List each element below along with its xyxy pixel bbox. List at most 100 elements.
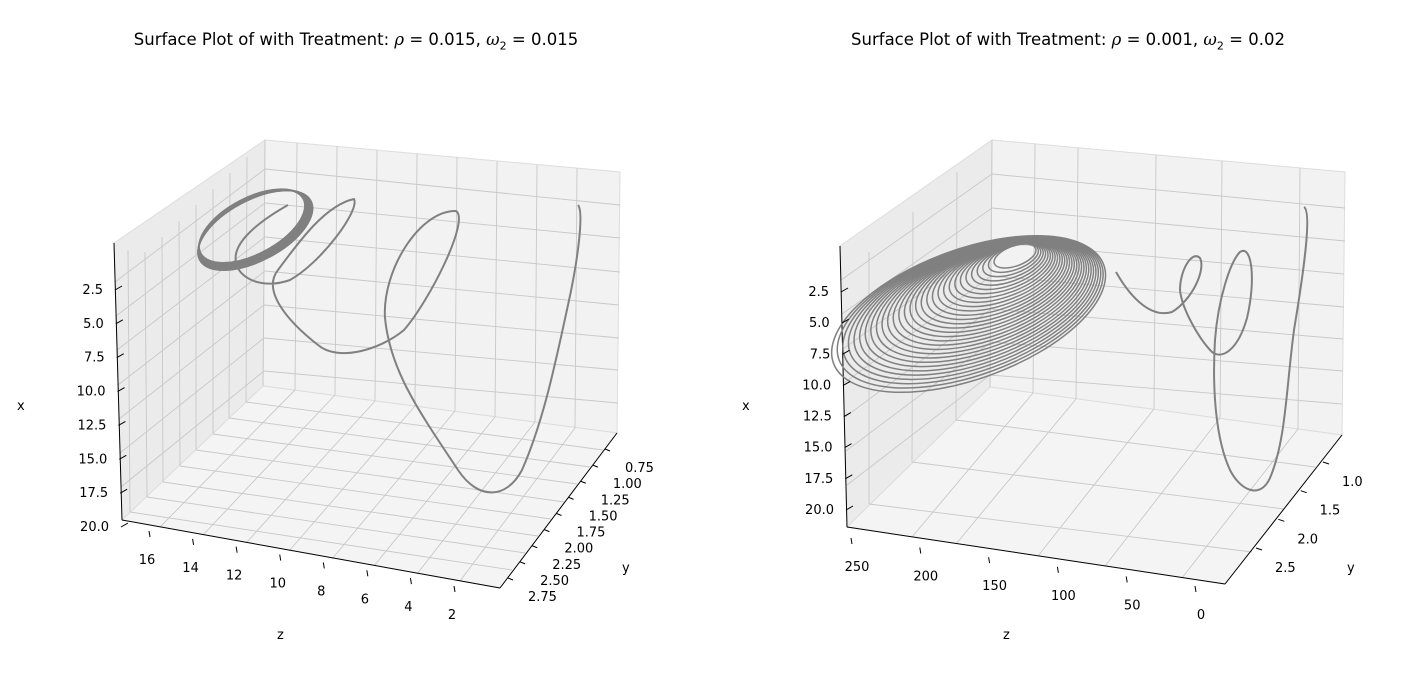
y-tick-mark: [580, 480, 586, 484]
x-tick-label: 2.5: [808, 285, 829, 300]
title-rho-value: = 0.001: [1126, 30, 1193, 49]
z-tick-mark: [235, 546, 238, 553]
x-tick-mark: [119, 488, 128, 494]
trajectory-line: [1115, 206, 1309, 492]
x-tick-mark: [841, 318, 849, 324]
x-tick-mark: [843, 412, 852, 418]
x-tick-mark: [116, 353, 124, 359]
x-tick-mark: [117, 387, 125, 393]
x-tick-labels: 2.5 5.0 7.5 10.0 12.5 15.0 17.5 20.0: [77, 283, 129, 535]
y-axis-label: y: [622, 561, 630, 576]
z-tick-mark: [988, 557, 991, 564]
title-prefix: Surface Plot of with Treatment:: [851, 30, 1112, 49]
x-tick-mark: [119, 454, 127, 460]
x-tick-label: 15.0: [78, 452, 107, 467]
z-tick-mark: [279, 554, 282, 561]
title-omega-value: = 0.015: [511, 30, 579, 49]
z-axis-label: z: [277, 628, 284, 643]
z-tick-label: 2: [448, 608, 456, 623]
x-tick-label: 7.5: [810, 347, 831, 362]
x-tick-mark: [118, 420, 126, 426]
z-tick-label: 14: [182, 561, 199, 576]
z-tick-label: 12: [226, 569, 243, 584]
y-tick-mark: [1278, 518, 1285, 522]
y-tick-mark: [556, 513, 562, 516]
y-tick-label: 1.0: [1342, 475, 1363, 490]
y-tick-label: 0.75: [625, 461, 654, 476]
x-tick-labels: 2.5 5.0 7.5 10.0 12.5 15.0 17.5 20.0: [802, 285, 854, 518]
x-axis-line: [113, 242, 123, 521]
back-pane: [262, 139, 621, 434]
chart-panel-right: Surface Plot of with Treatment: ρ = 0.00…: [712, 0, 1424, 687]
y-tick-mark: [592, 464, 599, 468]
x-tick-label: 5.0: [83, 317, 104, 332]
y-tick-mark: [1300, 490, 1307, 494]
title-omega-symbol: ω: [486, 30, 500, 49]
x-tick-label: 7.5: [84, 351, 105, 366]
x-tick-label: 12.5: [77, 418, 106, 433]
x-tick-label: 20.0: [80, 520, 109, 535]
y-tick-labels: 1.01.52.02.5: [1255, 461, 1363, 576]
limit-cycle-bundle: [197, 188, 314, 272]
z-tick-mark: [850, 537, 853, 545]
z-tick-mark: [1194, 585, 1197, 593]
y-tick-label: 2.25: [552, 558, 581, 573]
title-omega-value: = 0.02: [1229, 30, 1285, 49]
z-tick-labels: 250 200 150 100 50 0: [845, 537, 1205, 623]
z-tick-label: 100: [1051, 589, 1076, 604]
y-tick-mark: [1322, 461, 1330, 465]
y-tick-mark: [519, 561, 526, 565]
chart-panel-left: Surface Plot of with Treatment: ρ = 0.01…: [17, 30, 654, 643]
z-tick-mark: [1125, 576, 1128, 583]
title-omega-symbol: ω: [1203, 30, 1217, 49]
y-tick-label: 2.75: [528, 590, 557, 605]
x-tick-label: 10.0: [802, 378, 831, 393]
z-axis-line: [846, 526, 1226, 585]
y-tick-mark: [544, 529, 550, 533]
z-tick-label: 0: [1197, 608, 1205, 623]
y-tick-mark: [568, 496, 574, 500]
z-tick-mark: [453, 585, 456, 593]
x-tick-label: 2.5: [82, 283, 103, 298]
x-tick-mark: [120, 522, 129, 528]
grid-lines: [840, 139, 1346, 579]
y-tick-mark: [532, 545, 538, 549]
limit-cycle-loop: [197, 189, 314, 272]
y-tick-label: 1.5: [1320, 504, 1341, 519]
z-tick-label: 6: [361, 592, 369, 607]
z-tick-mark: [366, 570, 369, 577]
x-tick-label: 20.0: [805, 503, 834, 518]
z-tick-mark: [919, 547, 922, 554]
y-tick-label: 2.0: [1297, 532, 1318, 547]
y-tick-label: 1.25: [601, 493, 630, 508]
z-tick-label: 10: [269, 577, 286, 592]
z-tick-mark: [1056, 566, 1059, 573]
x-tick-label: 17.5: [804, 472, 833, 487]
z-axis-line: [121, 519, 501, 589]
limit-cycle-bundle: [830, 234, 1107, 394]
trajectory-line: [234, 198, 582, 494]
title-prefix: Surface Plot of with Treatment:: [133, 30, 395, 49]
y-tick-label: 1.50: [589, 509, 618, 524]
grid-lines: [114, 139, 621, 582]
title-omega-subscript: 2: [1216, 39, 1224, 53]
z-tick-mark: [322, 562, 325, 569]
x-tick-mark: [115, 319, 124, 325]
y-tick-mark: [507, 577, 514, 581]
x-tick-label: 17.5: [79, 486, 108, 501]
z-tick-label: 50: [1124, 598, 1141, 613]
y-axis-line: [499, 432, 618, 589]
z-tick-label: 150: [982, 579, 1007, 594]
y-tick-mark: [1255, 547, 1263, 551]
z-tick-mark: [192, 538, 195, 545]
chart-title: Surface Plot of with Treatment: ρ = 0.01…: [133, 30, 579, 53]
z-tick-mark: [409, 578, 412, 585]
z-axis-label: z: [1003, 628, 1010, 643]
x-tick-mark: [845, 505, 854, 511]
x-tick-mark: [842, 380, 851, 386]
x-axis-line: [839, 245, 848, 528]
z-tick-label: 250: [845, 560, 870, 575]
y-tick-label: 1.00: [613, 477, 642, 492]
x-tick-label: 5.0: [809, 316, 830, 331]
x-axis-label: x: [17, 399, 25, 414]
